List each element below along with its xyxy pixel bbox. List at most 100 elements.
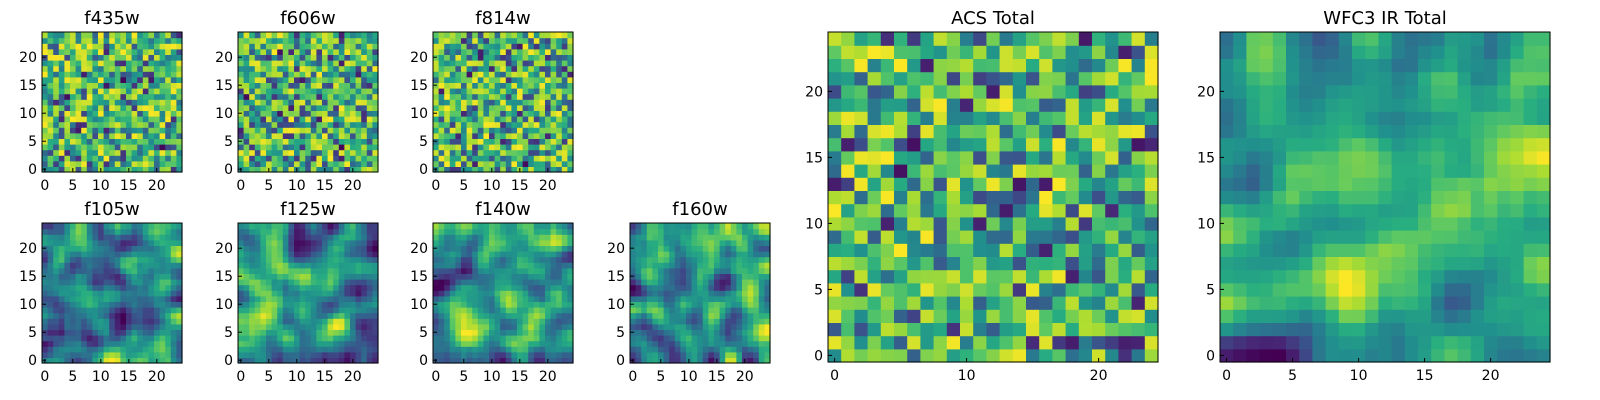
heatmap-cell [946, 177, 961, 191]
heatmap-cell [697, 307, 704, 314]
heatmap-cell [494, 166, 501, 173]
heatmap-cell [249, 318, 256, 325]
heatmap-cell [142, 346, 149, 353]
heatmap-cell [1144, 150, 1159, 165]
heatmap-cell [81, 329, 88, 336]
heatmap-cell [316, 323, 323, 330]
heatmap-cell [505, 110, 512, 117]
heatmap-cell [260, 329, 267, 336]
heatmap-cell [545, 295, 552, 302]
heatmap-cell [753, 284, 760, 291]
heatmap-cell [483, 65, 490, 72]
heatmap-cell [81, 351, 88, 358]
heatmap-cell [641, 301, 648, 308]
heatmap-cell [327, 48, 334, 55]
heatmap-cell [142, 160, 149, 167]
heatmap-cell [550, 295, 557, 302]
heatmap-cell [366, 76, 373, 83]
heatmap-cell [344, 301, 351, 308]
heatmap-cell [1144, 348, 1159, 363]
heatmap-cell [946, 282, 961, 297]
heatmap-cell [165, 223, 172, 230]
heatmap-cell [114, 43, 121, 50]
heatmap-cell [511, 267, 518, 274]
heatmap-cell [500, 357, 507, 364]
heatmap-cell [489, 267, 496, 274]
heatmap-cell [103, 318, 110, 325]
heatmap-cell [946, 269, 961, 284]
heatmap-cell [489, 116, 496, 123]
heatmap-cell [47, 290, 54, 297]
heatmap-cell [238, 43, 245, 50]
heatmap-cell [483, 239, 490, 246]
heatmap-cell [165, 228, 172, 235]
heatmap-cell [736, 284, 743, 291]
heatmap-cell [466, 262, 473, 269]
heatmap-cell [449, 127, 456, 134]
heatmap-cell [103, 110, 110, 117]
heatmap-cell [867, 269, 882, 284]
heatmap-cell [764, 295, 771, 302]
heatmap-cell [322, 88, 329, 95]
heatmap-cell [58, 138, 65, 145]
heatmap-cell [449, 121, 456, 128]
heatmap-cell [109, 166, 116, 173]
heatmap-cell [288, 301, 295, 308]
heatmap-cell [641, 351, 648, 358]
heatmap-cell [238, 155, 245, 162]
heatmap-cell [489, 76, 496, 83]
heatmap-cell [361, 48, 368, 55]
heatmap-cell [266, 351, 273, 358]
heatmap-cell [64, 76, 71, 83]
heatmap-cell [567, 71, 574, 78]
heatmap-cell [708, 273, 715, 280]
heatmap-cell [489, 329, 496, 336]
heatmap-cell [691, 301, 698, 308]
heatmap-cell [511, 329, 518, 336]
heatmap-cell [165, 279, 172, 286]
heatmap-cell [714, 273, 721, 280]
heatmap-cell [266, 284, 273, 291]
heatmap-cell [322, 301, 329, 308]
heatmap-cell [355, 312, 362, 319]
heatmap-cell [70, 223, 77, 230]
y-tick-label: 20 [607, 241, 625, 257]
heatmap-cell [92, 149, 99, 156]
heatmap-cell [438, 99, 445, 106]
heatmap-cell [444, 48, 451, 55]
heatmap-cell [338, 245, 345, 252]
heatmap-cell [730, 228, 737, 235]
heatmap-cell [753, 267, 760, 274]
heatmap-cell [438, 104, 445, 111]
heatmap-cell [477, 239, 484, 246]
heatmap-cell [933, 216, 948, 231]
heatmap-cell [316, 301, 323, 308]
heatmap-cell [154, 37, 161, 44]
heatmap-cell [708, 312, 715, 319]
heatmap-cell [344, 121, 351, 128]
heatmap-cell [567, 295, 574, 302]
heatmap-cell [438, 144, 445, 151]
heatmap-cell [920, 256, 935, 271]
heatmap-cell [310, 351, 317, 358]
heatmap-cell [114, 279, 121, 286]
heatmap-cell [472, 149, 479, 156]
heatmap-cell [1092, 177, 1106, 191]
heatmap-cell [170, 43, 177, 50]
heatmap-cell [550, 262, 557, 269]
heatmap-cell [238, 149, 245, 156]
heatmap-cell [730, 346, 737, 353]
heatmap-cell [266, 82, 273, 89]
heatmap-cell [1065, 322, 1080, 337]
heatmap-cell [86, 245, 93, 252]
heatmap-cell [561, 262, 568, 269]
heatmap-cell [702, 273, 709, 280]
heatmap-cell [114, 307, 121, 314]
heatmap-cell [494, 262, 501, 269]
heatmap-cell [489, 65, 496, 72]
heatmap-cell [103, 223, 110, 230]
heatmap-cell [159, 127, 166, 134]
heatmap-cell [271, 54, 278, 61]
heatmap-cell [109, 245, 116, 252]
heatmap-cell [702, 318, 709, 325]
